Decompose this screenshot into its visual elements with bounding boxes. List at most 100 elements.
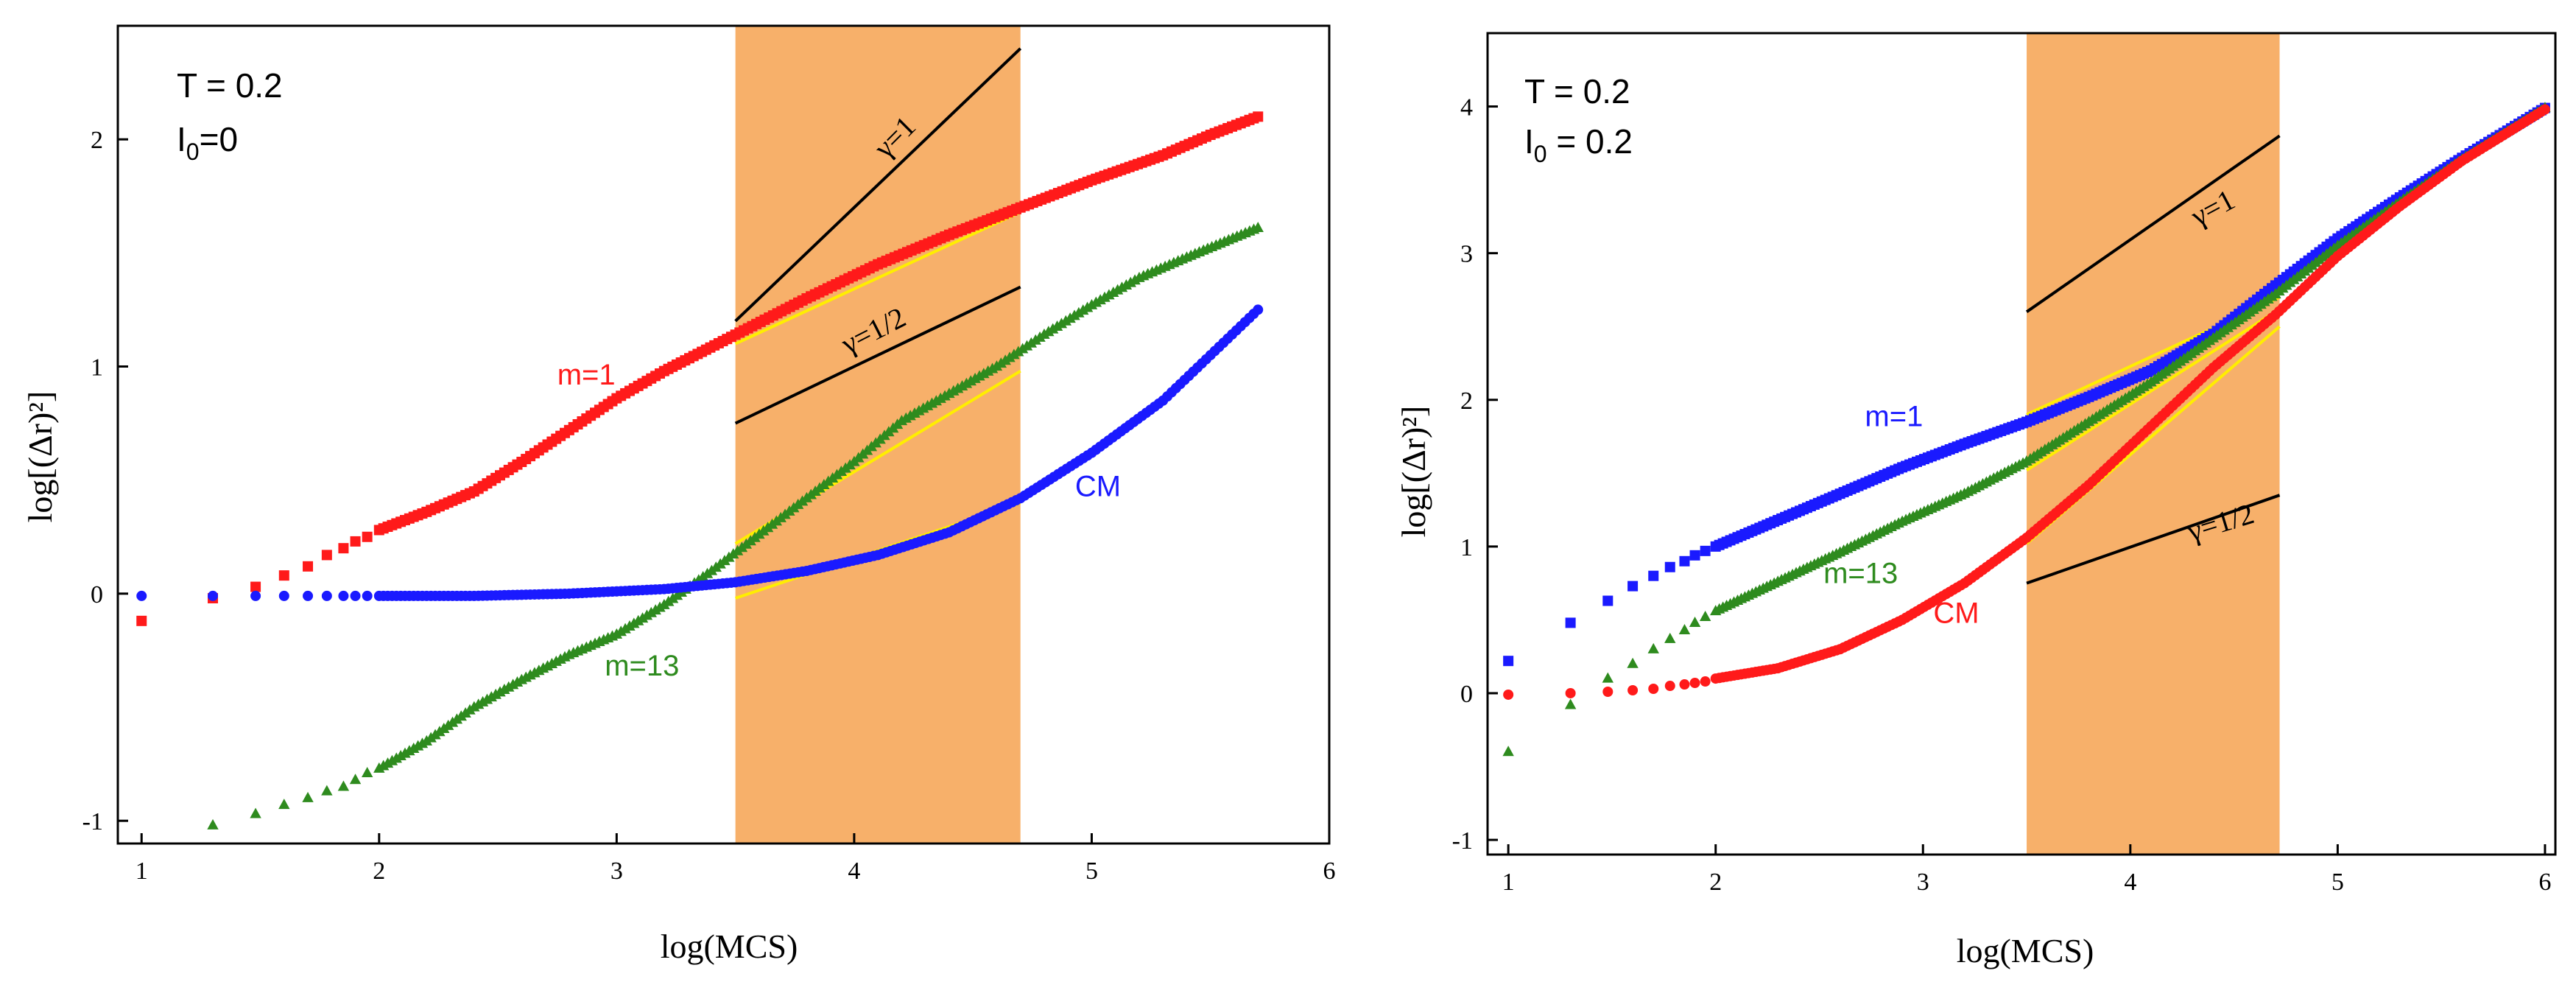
data-point [302, 791, 314, 802]
y-axis-title: log[(Δr)²] [21, 391, 59, 523]
data-point [338, 590, 349, 601]
data-point [2539, 104, 2550, 115]
data-point [362, 531, 373, 542]
data-point [1700, 545, 1711, 556]
data-point [1689, 617, 1701, 628]
guide-line [734, 47, 1022, 323]
data-point [303, 561, 314, 572]
data-point [632, 614, 644, 625]
data-point [350, 536, 361, 547]
data-point [628, 617, 640, 628]
y-tick-label: 2 [1460, 387, 1473, 415]
data-point [1647, 642, 1659, 653]
series-cm [1503, 104, 2550, 700]
series-labels: m=1 m=13 CM [557, 359, 1121, 682]
x-tick-label: 5 [1085, 858, 1098, 885]
x-tick-label: 1 [136, 858, 148, 885]
data-point [1664, 561, 1675, 572]
data-point [1679, 679, 1690, 690]
x-tick-label: 6 [2538, 869, 2551, 896]
x-tick-label: 2 [373, 858, 385, 885]
data-point [1565, 687, 1576, 698]
data-series [1502, 102, 2551, 757]
data-series [136, 111, 1264, 830]
y-tick-label: -1 [1452, 827, 1473, 855]
x-axis-title: log(MCS) [1957, 932, 2094, 969]
guide-lines [2025, 134, 2281, 585]
plot-frame [1486, 32, 2557, 856]
data-point [1073, 306, 1085, 318]
plot-frame [116, 24, 1331, 845]
data-point [278, 570, 289, 581]
data-point [1051, 320, 1063, 332]
i0-label: I0=0 [177, 120, 238, 165]
y-axis-title: log[(Δr)²] [1395, 406, 1432, 538]
series-labels: m=1 m=13 CM [1823, 401, 1979, 630]
fit-line [2025, 307, 2281, 472]
data-point [650, 604, 661, 615]
data-point [208, 590, 219, 601]
x-tick-label: 3 [610, 858, 623, 885]
i0-label: I0 = 0.2 [1524, 122, 1633, 167]
y-tick-label: 1 [91, 354, 103, 382]
right-chart: 1 2 3 4 5 6 -1 0 1 2 3 4 log(MCS) log[(Δr)²] T = 0… [1395, 32, 2557, 969]
data-point [361, 767, 373, 778]
x-tick-label: 1 [1502, 869, 1515, 896]
data-point [1564, 698, 1577, 709]
temperature-label: T = 0.2 [177, 66, 283, 105]
data-point [278, 590, 289, 601]
x-tick-label: 3 [1917, 869, 1929, 896]
data-point [1252, 222, 1264, 233]
data-point [1046, 323, 1059, 334]
data-point [645, 606, 657, 617]
data-point [1678, 623, 1691, 634]
axes-box [116, 24, 1331, 845]
guide-lines [734, 47, 1022, 425]
series-label: m=13 [605, 650, 679, 682]
data-point [207, 818, 219, 830]
data-point [303, 590, 314, 601]
left-chart: 1 2 3 4 5 6 -1 0 1 2 log(MCS) log[(Δr)²] T = 0.2… [21, 24, 1336, 965]
guide-line [2025, 134, 2281, 313]
fit-line [734, 211, 1021, 346]
data-point [1700, 676, 1711, 687]
x-axis-ticks: 1 2 3 4 5 6 [1502, 844, 2551, 896]
guide-line [734, 285, 1021, 425]
data-point [1503, 689, 1514, 700]
data-point [1060, 315, 1071, 326]
x-tick-label: 2 [1709, 869, 1722, 896]
data-point [1253, 111, 1264, 122]
highlight-region [735, 26, 1021, 844]
data-point [1043, 326, 1055, 337]
x-tick-label: 4 [848, 858, 860, 885]
data-point [321, 590, 332, 601]
data-point [1664, 632, 1676, 643]
data-point [1503, 656, 1514, 667]
data-point [1565, 617, 1576, 628]
y-tick-label: 4 [1460, 94, 1473, 122]
series-label: m=13 [1823, 558, 1898, 590]
data-point [1055, 318, 1068, 329]
x-axis-title: log(MCS) [661, 927, 798, 965]
axes-box [1486, 32, 2557, 856]
y-axis-ticks: -1 0 1 2 3 4 [1452, 94, 1498, 855]
temperature-label: T = 0.2 [1524, 72, 1630, 111]
data-point [619, 622, 631, 634]
data-point [1664, 681, 1675, 692]
data-point [1064, 312, 1076, 323]
x-tick-label: 4 [2124, 869, 2136, 896]
data-point [136, 590, 147, 601]
x-tick-label: 5 [2332, 869, 2344, 896]
data-point [1699, 611, 1711, 622]
guide-line [2026, 494, 2281, 585]
y-tick-label: 1 [1460, 534, 1473, 561]
y-tick-label: 2 [91, 127, 103, 154]
data-point [1627, 685, 1639, 695]
data-point [1689, 678, 1700, 689]
data-point [278, 799, 290, 810]
data-point [1038, 328, 1050, 339]
y-tick-label: 0 [91, 581, 103, 609]
data-point [1602, 672, 1614, 683]
series-label: CM [1075, 470, 1121, 502]
